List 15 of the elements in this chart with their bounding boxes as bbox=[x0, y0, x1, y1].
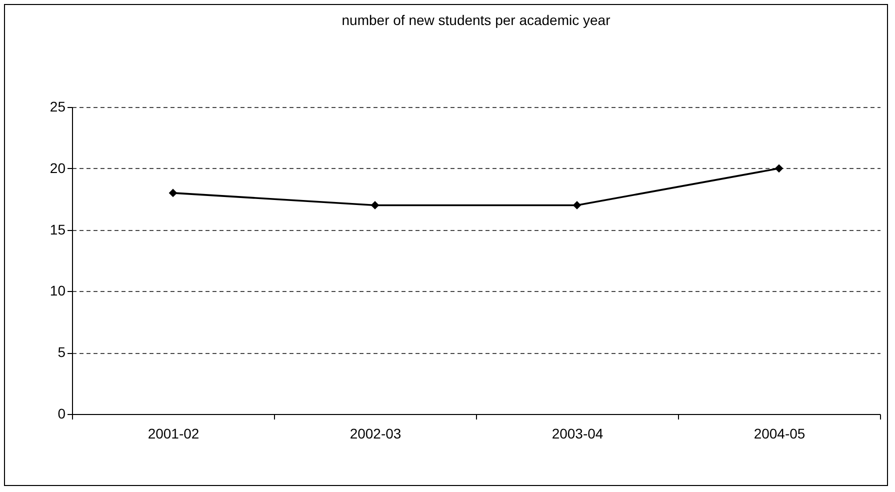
point bbox=[168, 188, 178, 198]
point bbox=[370, 201, 380, 210]
x-tick-label: 2004-05 bbox=[754, 426, 806, 442]
y-tick-label: 5 bbox=[58, 344, 66, 360]
y-tick-label: 20 bbox=[50, 160, 66, 176]
x-tick-label: 2002-03 bbox=[350, 426, 402, 442]
x-tick-label: 2001-02 bbox=[148, 426, 200, 442]
point bbox=[572, 201, 582, 210]
y-tick-label: 0 bbox=[58, 406, 66, 422]
chart-title: number of new students per academic year bbox=[342, 12, 611, 28]
point bbox=[774, 164, 784, 173]
y-tick-label: 15 bbox=[50, 221, 66, 238]
y-tick-label: 25 bbox=[50, 98, 66, 114]
y-tick-label: 10 bbox=[50, 282, 66, 299]
x-tick-label: 2003-04 bbox=[552, 426, 604, 442]
